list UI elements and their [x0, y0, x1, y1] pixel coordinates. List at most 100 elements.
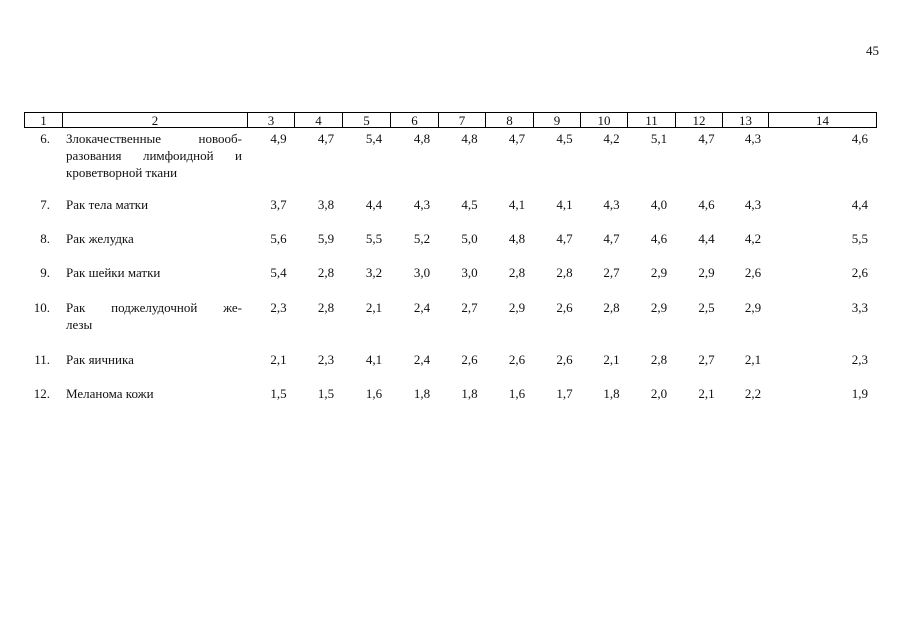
value-cell: 2,4	[413, 352, 431, 367]
value-cell: 2,6	[744, 265, 762, 280]
value-cell: 2,7	[461, 300, 478, 315]
value-cell: 2,8	[317, 265, 335, 280]
value-cell: 4,4	[851, 197, 868, 212]
row-number: 6.	[40, 131, 50, 146]
row-name: разования лимфоидной и	[66, 148, 242, 163]
value-cell: 5,0	[461, 231, 478, 246]
header-cell: 14	[768, 112, 877, 128]
value-cell: 4,8	[508, 231, 526, 246]
value-cell: 4,7	[317, 131, 335, 146]
value-cell: 2,8	[556, 265, 573, 280]
value-cell: 2,9	[508, 300, 526, 315]
header-cell: 8	[485, 112, 533, 128]
value-cell: 4,5	[556, 131, 573, 146]
value-cell: 2,8	[650, 352, 668, 367]
row-name: Меланома кожи	[66, 386, 154, 401]
value-cell: 2,7	[603, 265, 620, 280]
value-cell: 2,1	[744, 352, 762, 367]
value-cell: 2,2	[744, 386, 762, 401]
value-cell: 1,8	[461, 386, 478, 401]
header-cell: 4	[294, 112, 342, 128]
row-name: Рак поджелудочной же-	[66, 300, 242, 315]
value-cell: 1,8	[413, 386, 431, 401]
value-cell: 4,5	[461, 197, 478, 212]
value-cell: 5,9	[317, 231, 335, 246]
value-cell: 2,1	[270, 352, 287, 367]
row-name: Рак яичника	[66, 352, 134, 367]
value-cell: 2,4	[413, 300, 431, 315]
value-cell: 4,2	[744, 231, 762, 246]
value-cell: 1,9	[851, 386, 868, 401]
value-cell: 5,1	[650, 131, 668, 146]
row-name: Рак шейки матки	[66, 265, 161, 280]
value-cell: 2,1	[365, 300, 383, 315]
value-cell: 2,9	[744, 300, 762, 315]
value-cell: 1,5	[270, 386, 287, 401]
value-cell: 2,6	[461, 352, 478, 367]
value-cell: 4,3	[413, 197, 431, 212]
value-cell: 2,5	[698, 300, 715, 315]
header-cell: 9	[533, 112, 580, 128]
value-cell: 4,7	[556, 231, 573, 246]
row-number: 9.	[40, 265, 50, 280]
value-cell: 4,8	[461, 131, 478, 146]
value-cell: 1,7	[556, 386, 573, 401]
value-cell: 4,2	[603, 131, 620, 146]
value-cell: 2,3	[317, 352, 335, 367]
value-cell: 1,6	[365, 386, 383, 401]
row-number: 7.	[40, 197, 50, 212]
header-cell: 11	[627, 112, 675, 128]
value-cell: 2,7	[698, 352, 715, 367]
value-cell: 4,1	[365, 352, 383, 367]
value-cell: 4,0	[650, 197, 668, 212]
value-cell: 4,6	[698, 197, 715, 212]
header-cell: 12	[675, 112, 722, 128]
value-cell: 5,6	[270, 231, 287, 246]
value-cell: 4,1	[508, 197, 526, 212]
value-cell: 2,9	[650, 265, 668, 280]
value-cell: 4,7	[603, 231, 620, 246]
value-cell: 3,8	[317, 197, 335, 212]
value-cell: 5,2	[413, 231, 431, 246]
value-cell: 5,4	[365, 131, 383, 146]
header-cell: 6	[390, 112, 438, 128]
value-cell: 5,5	[851, 231, 868, 246]
value-cell: 4,9	[270, 131, 287, 146]
header-cell: 3	[247, 112, 294, 128]
value-cell: 2,3	[851, 352, 868, 367]
header-cell: 10	[580, 112, 627, 128]
header-cell: 2	[62, 112, 247, 128]
value-cell: 4,8	[413, 131, 431, 146]
value-cell: 2,1	[698, 386, 715, 401]
value-cell: 2,1	[603, 352, 620, 367]
value-cell: 3,0	[461, 265, 478, 280]
value-cell: 3,0	[413, 265, 431, 280]
value-cell: 2,6	[851, 265, 868, 280]
value-cell: 1,8	[603, 386, 620, 401]
value-cell: 4,7	[698, 131, 715, 146]
value-cell: 2,8	[603, 300, 620, 315]
header-cell: 1	[24, 112, 62, 128]
value-cell: 5,4	[270, 265, 287, 280]
value-cell: 2,9	[698, 265, 715, 280]
value-cell: 2,0	[650, 386, 668, 401]
row-number: 8.	[40, 231, 50, 246]
header-cell: 5	[342, 112, 390, 128]
row-name: Злокачественные новооб-	[66, 131, 242, 146]
value-cell: 4,3	[603, 197, 620, 212]
row-number: 10.	[33, 300, 50, 315]
value-cell: 1,6	[508, 386, 526, 401]
row-name: Рак желудка	[66, 231, 134, 246]
value-cell: 3,3	[851, 300, 868, 315]
page-number: 45	[866, 43, 879, 58]
row-number: 12.	[33, 386, 50, 401]
value-cell: 2,8	[508, 265, 526, 280]
row-number: 11.	[34, 352, 50, 367]
value-cell: 4,3	[744, 197, 762, 212]
value-cell: 3,7	[270, 197, 287, 212]
value-cell: 3,2	[365, 265, 383, 280]
row-name: кроветворной ткани	[66, 165, 178, 180]
value-cell: 4,4	[698, 231, 715, 246]
value-cell: 2,6	[556, 352, 573, 367]
